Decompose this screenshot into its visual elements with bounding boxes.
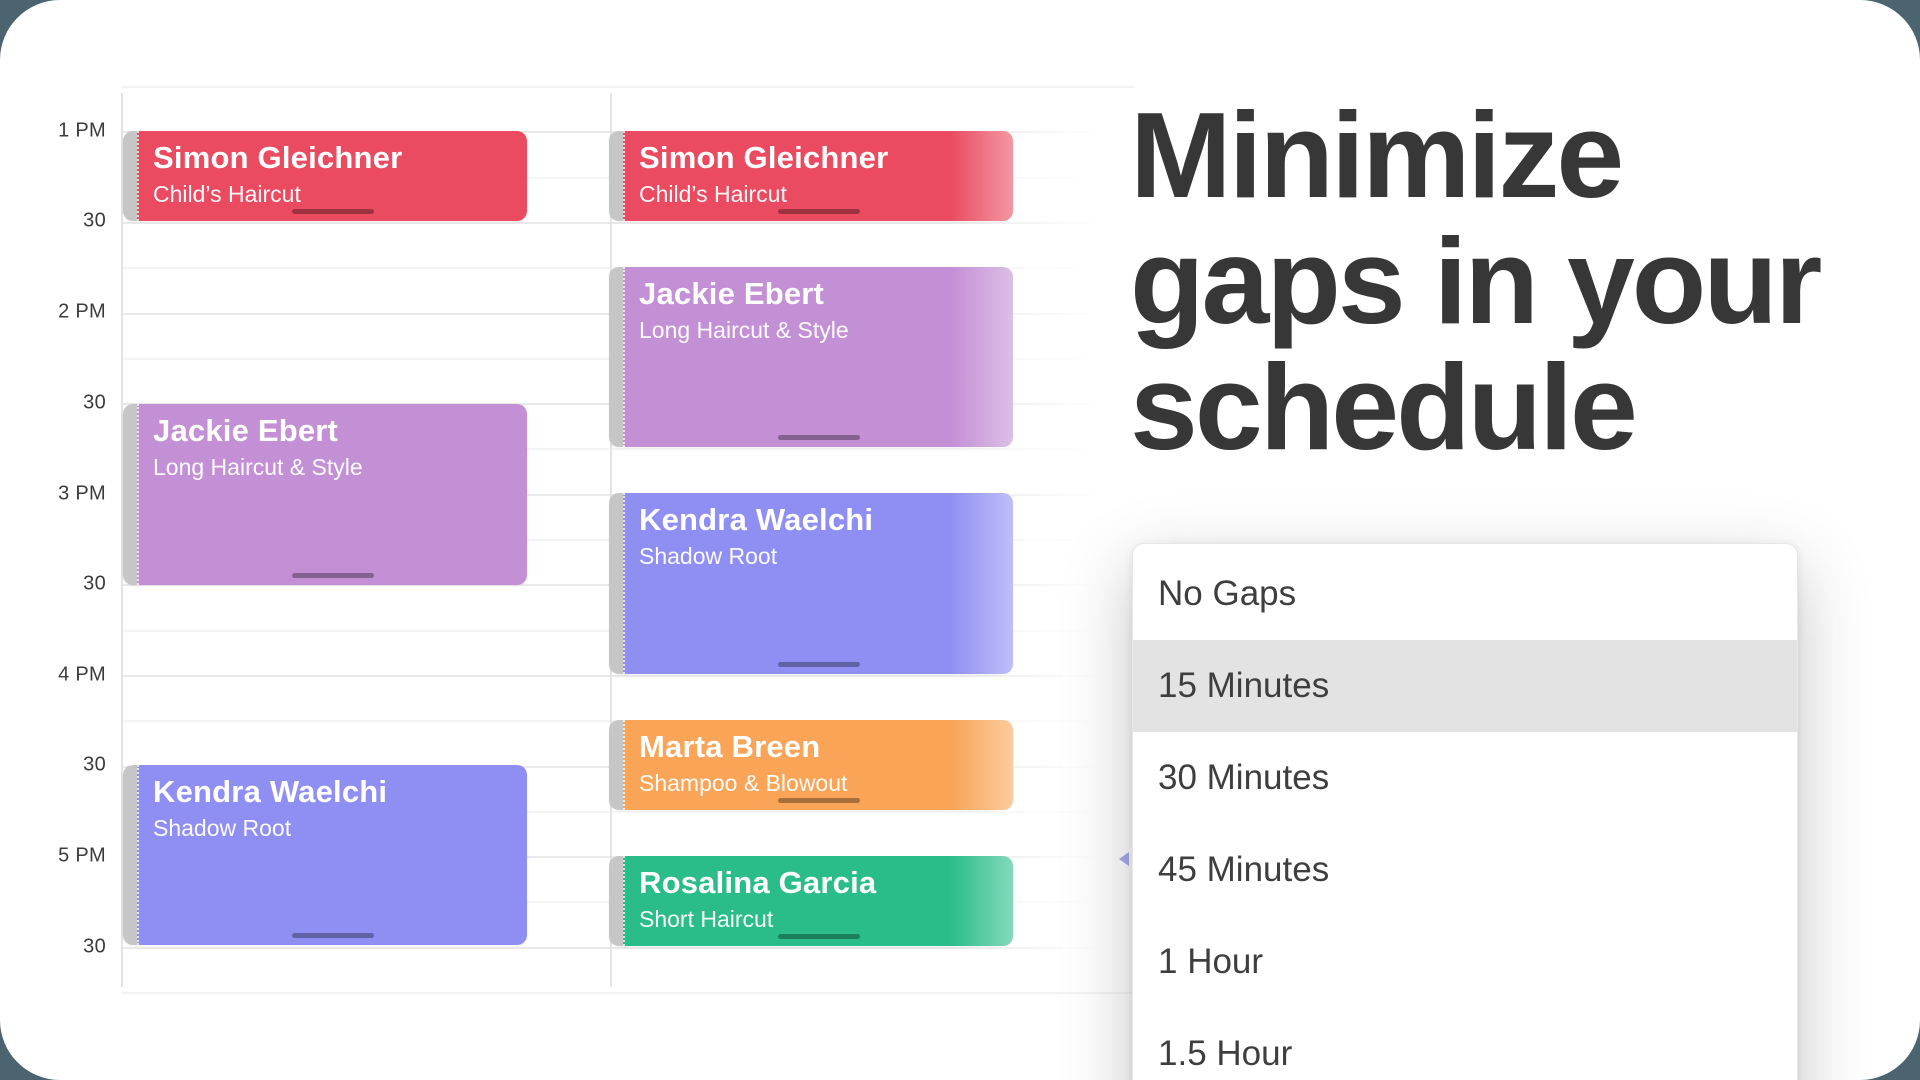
grid-hline xyxy=(121,86,1135,88)
appointment-event[interactable]: Jackie Ebert Long Haircut & Style xyxy=(609,267,1013,447)
calendar-fade-overlay xyxy=(950,88,1136,990)
grid-hline xyxy=(121,448,1135,451)
event-drag-handle[interactable] xyxy=(123,131,137,221)
page-title: Minimize gaps in your schedule xyxy=(1130,87,1822,475)
event-drag-handle[interactable] xyxy=(609,493,623,674)
event-drag-handle[interactable] xyxy=(123,765,137,945)
event-drag-handle[interactable] xyxy=(609,267,623,447)
event-service-name: Child’s Haircut xyxy=(639,181,787,207)
event-client-name: Marta Breen xyxy=(639,729,821,764)
event-service-name: Short Haircut xyxy=(639,906,774,932)
dropdown-option-45-minutes[interactable]: 45 Minutes xyxy=(1158,850,1330,889)
event-service-name: Long Haircut & Style xyxy=(639,317,849,343)
grid-hline xyxy=(121,674,1135,677)
dropdown-option-no-gaps[interactable]: No Gaps xyxy=(1158,574,1297,613)
appointment-event[interactable]: Simon Gleichner Child’s Haircut xyxy=(609,131,1013,221)
event-resize-handle[interactable] xyxy=(292,209,374,214)
event-client-name: Simon Gleichner xyxy=(153,140,403,175)
event-client-name: Kendra Waelchi xyxy=(153,774,388,809)
event-resize-handle[interactable] xyxy=(778,662,860,667)
page-title-line: gaps in your xyxy=(1130,213,1822,349)
time-label: 2 PM xyxy=(58,300,106,323)
page-title-line: Minimize xyxy=(1130,87,1624,223)
time-label: 30 xyxy=(83,753,106,776)
event-service-name: Long Haircut & Style xyxy=(153,454,363,480)
appointment-event[interactable]: Rosalina Garcia Short Haircut xyxy=(609,856,1013,946)
event-body[interactable]: Jackie Ebert Long Haircut & Style xyxy=(623,267,1013,447)
event-drag-handle[interactable] xyxy=(609,720,623,810)
grid-hline xyxy=(121,810,1135,813)
event-client-name: Jackie Ebert xyxy=(153,413,339,448)
grid-vline xyxy=(121,93,123,987)
dropdown-option-30-minutes[interactable]: 30 Minutes xyxy=(1158,758,1330,797)
appointment-event[interactable]: Simon Gleichner Child’s Haircut xyxy=(123,131,527,221)
dropdown-option-1-5-hour[interactable]: 1.5 Hour xyxy=(1158,1034,1293,1073)
time-label: 30 xyxy=(83,209,106,232)
event-resize-handle[interactable] xyxy=(292,933,374,938)
grid-hline xyxy=(121,221,1135,224)
appointment-event[interactable]: Kendra Waelchi Shadow Root xyxy=(123,765,527,945)
event-body[interactable]: Simon Gleichner Child’s Haircut xyxy=(623,131,1013,221)
event-client-name: Simon Gleichner xyxy=(639,140,889,175)
event-drag-handle[interactable] xyxy=(123,404,137,585)
time-label: 1 PM xyxy=(58,119,106,142)
event-resize-handle[interactable] xyxy=(778,435,860,440)
event-body[interactable]: Kendra Waelchi Shadow Root xyxy=(623,493,1013,674)
event-body[interactable]: Jackie Ebert Long Haircut & Style xyxy=(137,404,527,585)
event-drag-handle[interactable] xyxy=(609,856,623,946)
appointment-event[interactable]: Marta Breen Shampoo & Blowout xyxy=(609,720,1013,810)
time-label: 30 xyxy=(83,391,106,414)
event-service-name: Shampoo & Blowout xyxy=(639,770,848,796)
dropdown-option-15-minutes[interactable]: 15 Minutes xyxy=(1133,640,1797,732)
event-body[interactable]: Kendra Waelchi Shadow Root xyxy=(137,765,527,945)
event-client-name: Jackie Ebert xyxy=(639,276,825,311)
grid-hline xyxy=(121,992,1135,994)
gap-options-dropdown: No Gaps 15 Minutes 30 Minutes 45 Minutes 1 H… xyxy=(1132,543,1798,1080)
event-drag-handle[interactable] xyxy=(609,131,623,221)
page-title-line: schedule xyxy=(1130,339,1638,475)
time-label: 4 PM xyxy=(58,663,106,686)
appointment-event[interactable]: Kendra Waelchi Shadow Root xyxy=(609,493,1013,674)
event-service-name: Shadow Root xyxy=(639,543,778,569)
dropdown-option-1-hour[interactable]: 1 Hour xyxy=(1158,942,1264,981)
event-resize-handle[interactable] xyxy=(292,573,374,578)
event-resize-handle[interactable] xyxy=(778,209,860,214)
event-client-name: Rosalina Garcia xyxy=(639,865,877,900)
event-service-name: Child’s Haircut xyxy=(153,181,301,207)
event-resize-handle[interactable] xyxy=(778,934,860,939)
event-body[interactable]: Rosalina Garcia Short Haircut xyxy=(623,856,1013,946)
pointer-tip-icon xyxy=(1119,852,1129,866)
grid-hline xyxy=(121,946,1135,949)
event-resize-handle[interactable] xyxy=(778,798,860,803)
time-label: 30 xyxy=(83,572,106,595)
appointment-event[interactable]: Jackie Ebert Long Haircut & Style xyxy=(123,404,527,585)
event-body[interactable]: Marta Breen Shampoo & Blowout xyxy=(623,720,1013,810)
event-client-name: Kendra Waelchi xyxy=(639,502,874,537)
event-service-name: Shadow Root xyxy=(153,815,292,841)
event-body[interactable]: Simon Gleichner Child’s Haircut xyxy=(137,131,527,221)
time-label: 30 xyxy=(83,935,106,958)
time-label: 5 PM xyxy=(58,844,106,867)
time-label: 3 PM xyxy=(58,482,106,505)
